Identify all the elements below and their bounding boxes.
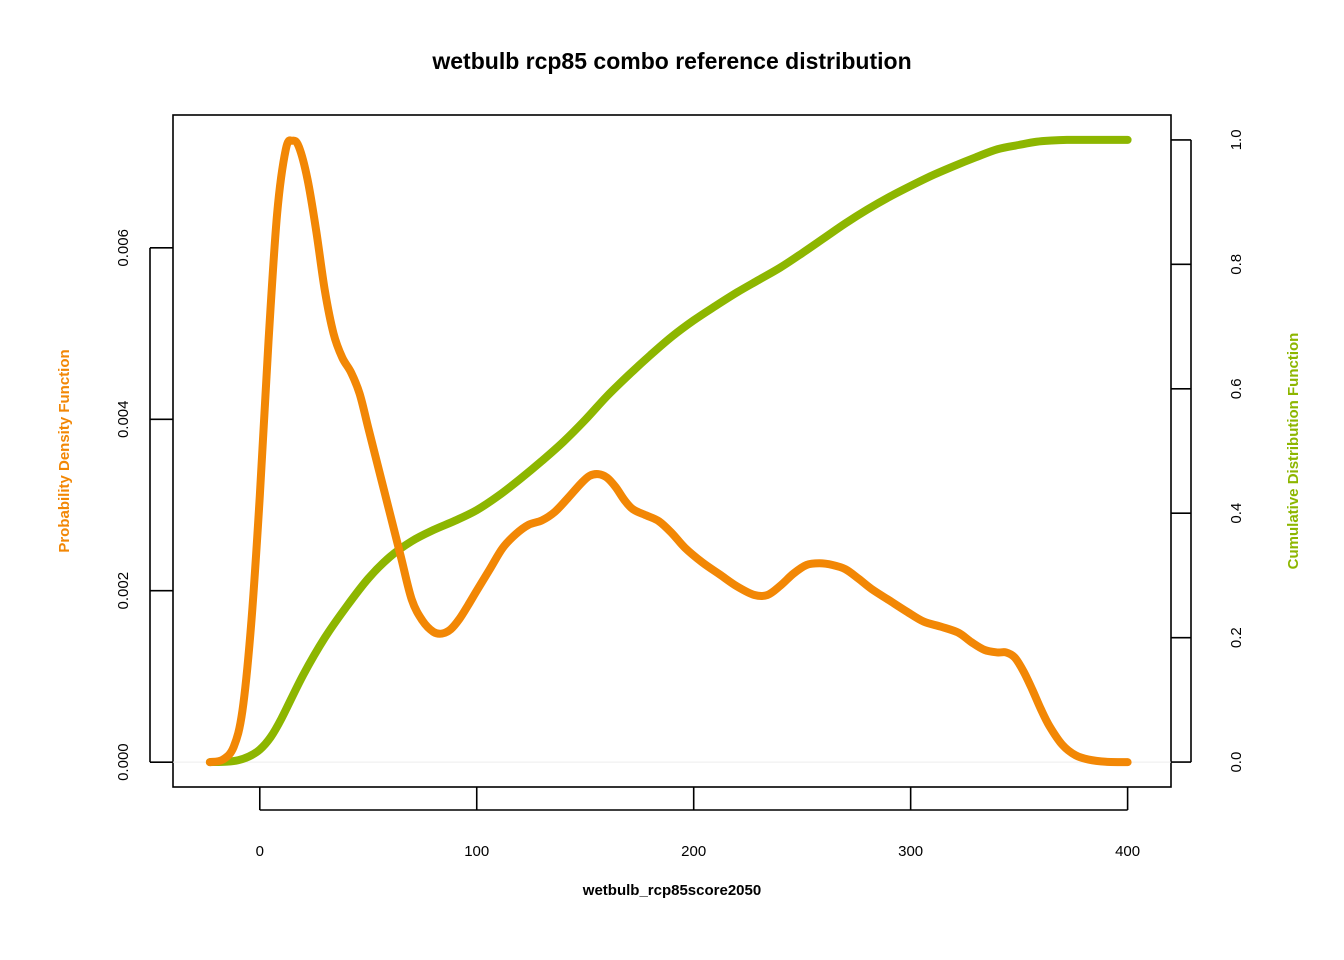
y-right-tick-label: 1.0 bbox=[1228, 129, 1245, 150]
x-axis-label: wetbulb_rcp85score2050 bbox=[582, 882, 761, 899]
x-axis: 0 100 200 300 400 bbox=[256, 787, 1140, 860]
plot-frame bbox=[172, 114, 1172, 788]
x-tick-label: 0 bbox=[256, 843, 264, 860]
y-right-tick-label: 0.2 bbox=[1228, 627, 1245, 648]
y-left-tick-label: 0.002 bbox=[115, 572, 132, 610]
y-left-tick-label: 0.006 bbox=[115, 229, 132, 267]
y-axis-left: 0.000 0.002 0.004 0.006 bbox=[115, 229, 173, 781]
x-tick-label: 200 bbox=[681, 843, 706, 860]
y-axis-right-label: Cumulative Distribution Function bbox=[1285, 333, 1302, 570]
y-right-tick-label: 0.8 bbox=[1228, 254, 1245, 275]
y-axis-left-label: Probability Density Function bbox=[56, 349, 73, 552]
y-left-tick-label: 0.004 bbox=[115, 401, 132, 439]
x-tick-label: 400 bbox=[1115, 843, 1140, 860]
x-tick-label: 100 bbox=[464, 843, 489, 860]
series-layer bbox=[205, 135, 1132, 767]
chart-title: wetbulb rcp85 combo reference distributi… bbox=[431, 48, 911, 74]
y-right-tick-label: 0.6 bbox=[1228, 378, 1245, 399]
x-tick-label: 300 bbox=[898, 843, 923, 860]
y-left-tick-label: 0.000 bbox=[115, 743, 132, 781]
y-axis-right: 0.0 0.2 0.4 0.6 0.8 1.0 bbox=[1171, 129, 1245, 773]
cdf-series-line bbox=[205, 135, 1132, 767]
y-right-tick-label: 0.4 bbox=[1228, 503, 1245, 524]
pdf-series-line bbox=[205, 136, 1132, 767]
y-right-tick-label: 0.0 bbox=[1228, 752, 1245, 773]
